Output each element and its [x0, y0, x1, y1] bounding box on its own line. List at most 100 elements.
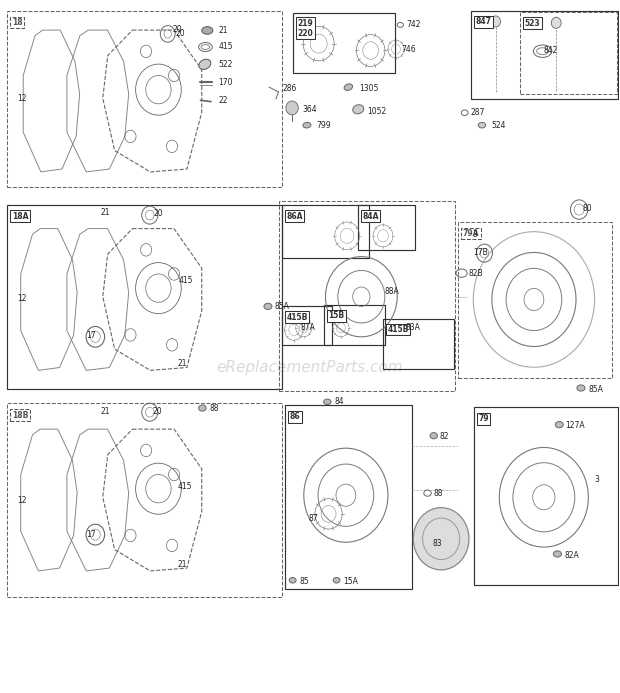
- Bar: [7, 403, 282, 597]
- Text: 15B: 15B: [329, 311, 345, 320]
- Text: 364: 364: [303, 105, 317, 114]
- Text: 842: 842: [544, 46, 558, 55]
- Text: 415: 415: [179, 276, 193, 285]
- Text: 17: 17: [86, 331, 95, 340]
- Text: 20: 20: [154, 209, 163, 218]
- Text: 86A: 86A: [286, 211, 303, 220]
- Text: 12: 12: [17, 294, 27, 303]
- Text: 1305: 1305: [360, 84, 379, 93]
- Bar: [282, 306, 332, 345]
- Text: 82B: 82B: [469, 270, 484, 279]
- Ellipse shape: [554, 551, 562, 557]
- Circle shape: [414, 508, 469, 570]
- Ellipse shape: [395, 327, 402, 333]
- Text: 415B: 415B: [286, 313, 308, 322]
- Text: 85A: 85A: [588, 385, 603, 394]
- Ellipse shape: [324, 399, 331, 405]
- Text: 84A: 84A: [363, 211, 379, 220]
- Bar: [282, 204, 369, 258]
- Text: 88A: 88A: [384, 287, 399, 296]
- Ellipse shape: [198, 405, 206, 411]
- Text: 20: 20: [153, 407, 162, 416]
- Text: 3: 3: [595, 475, 600, 484]
- Text: 523: 523: [525, 19, 540, 28]
- Bar: [293, 13, 396, 73]
- Text: 88: 88: [434, 489, 443, 498]
- Bar: [458, 222, 612, 378]
- Text: 21: 21: [101, 208, 110, 217]
- Text: 18B: 18B: [12, 411, 28, 420]
- Text: 415: 415: [218, 42, 233, 51]
- Bar: [285, 405, 412, 588]
- Text: 86: 86: [290, 412, 300, 421]
- Bar: [383, 319, 454, 369]
- Text: 22: 22: [218, 96, 228, 105]
- Text: 522: 522: [218, 60, 233, 69]
- Ellipse shape: [430, 432, 438, 439]
- Ellipse shape: [478, 123, 485, 128]
- Bar: [279, 201, 455, 392]
- Ellipse shape: [303, 123, 311, 128]
- Text: 21: 21: [101, 407, 110, 416]
- Text: 847: 847: [475, 17, 491, 26]
- Text: 3: 3: [472, 230, 477, 239]
- Bar: [358, 204, 415, 249]
- Ellipse shape: [264, 304, 272, 310]
- Text: 20: 20: [175, 29, 185, 38]
- Text: 79: 79: [478, 414, 489, 423]
- Ellipse shape: [353, 105, 364, 114]
- Ellipse shape: [202, 26, 213, 34]
- Ellipse shape: [577, 385, 585, 391]
- Text: 21: 21: [177, 359, 187, 368]
- Text: 1052: 1052: [367, 107, 386, 116]
- Text: 287: 287: [471, 108, 485, 117]
- Text: 87: 87: [308, 514, 318, 523]
- Text: 219
220: 219 220: [298, 19, 313, 38]
- Text: 84: 84: [335, 397, 344, 406]
- Text: 15A: 15A: [343, 577, 358, 586]
- Text: 746: 746: [402, 44, 416, 53]
- Text: 21: 21: [218, 26, 228, 35]
- Bar: [474, 407, 618, 585]
- Text: 79A: 79A: [463, 229, 479, 238]
- Text: 83: 83: [433, 539, 442, 548]
- Text: 742: 742: [406, 20, 420, 29]
- Text: 17: 17: [86, 530, 95, 539]
- Text: 82: 82: [440, 432, 450, 441]
- Text: 21: 21: [177, 560, 187, 569]
- Text: 82A: 82A: [565, 551, 580, 560]
- Ellipse shape: [344, 84, 353, 90]
- Text: 80: 80: [582, 204, 592, 213]
- Text: 87A: 87A: [301, 324, 316, 333]
- Ellipse shape: [333, 577, 340, 583]
- Text: 20: 20: [172, 24, 182, 33]
- Text: 799: 799: [316, 121, 331, 130]
- Text: 17B: 17B: [473, 248, 488, 257]
- Text: 127A: 127A: [565, 421, 585, 430]
- Text: 170: 170: [218, 78, 233, 87]
- Text: 12: 12: [17, 495, 27, 505]
- Text: eReplacementParts.com: eReplacementParts.com: [216, 360, 404, 375]
- Bar: [7, 11, 282, 187]
- Bar: [471, 11, 618, 99]
- Text: 415B: 415B: [388, 325, 409, 334]
- Ellipse shape: [199, 59, 211, 69]
- Text: 18A: 18A: [12, 211, 29, 220]
- Text: 524: 524: [491, 121, 506, 130]
- Circle shape: [490, 16, 500, 27]
- Bar: [324, 305, 386, 345]
- Bar: [7, 204, 282, 389]
- Text: 18: 18: [12, 18, 22, 27]
- Text: 83A: 83A: [406, 324, 421, 333]
- Text: 88: 88: [209, 404, 219, 413]
- Circle shape: [286, 101, 298, 115]
- Text: 286: 286: [282, 84, 296, 93]
- Bar: [520, 12, 617, 94]
- Text: 12: 12: [17, 94, 27, 103]
- Ellipse shape: [556, 421, 564, 428]
- Text: 85A: 85A: [275, 302, 290, 311]
- Circle shape: [551, 17, 561, 28]
- Ellipse shape: [290, 577, 296, 583]
- Text: 415: 415: [177, 482, 192, 491]
- Text: 85: 85: [299, 577, 309, 586]
